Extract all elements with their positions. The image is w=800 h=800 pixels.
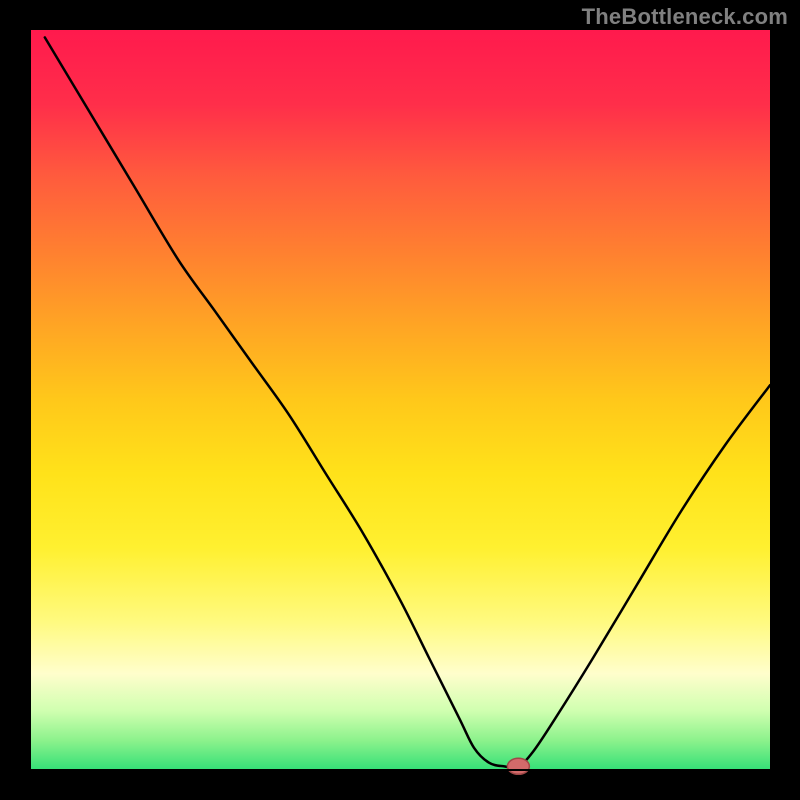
bottleneck-curve-chart: [0, 0, 800, 800]
outer-border-right: [770, 0, 800, 800]
outer-border-bottom: [0, 770, 800, 800]
optimum-marker: [507, 758, 529, 774]
attribution-label: TheBottleneck.com: [582, 4, 788, 30]
chart-container: TheBottleneck.com: [0, 0, 800, 800]
outer-border-left: [0, 0, 30, 800]
plot-background: [30, 30, 770, 770]
